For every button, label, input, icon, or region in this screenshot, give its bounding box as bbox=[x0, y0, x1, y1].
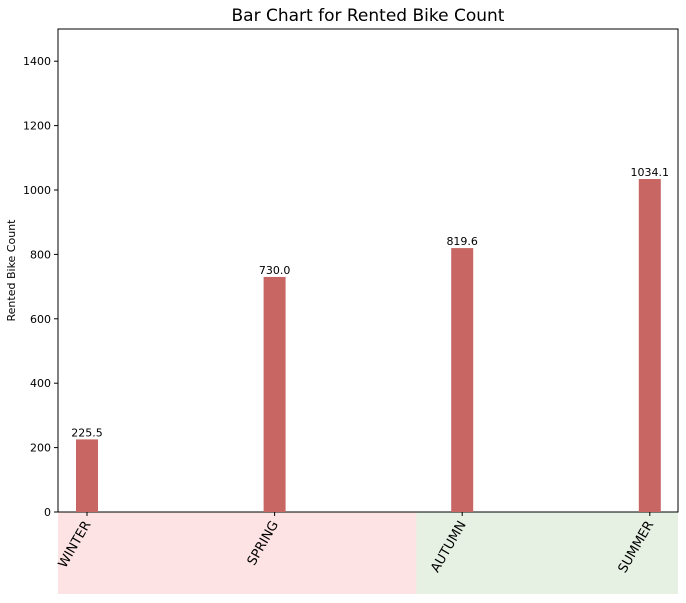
bar-summer bbox=[638, 179, 661, 512]
bar-value-label: 1034.1 bbox=[631, 166, 670, 179]
y-axis-label: Rented Bike Count bbox=[5, 219, 18, 322]
y-tick-label: 1000 bbox=[23, 184, 51, 197]
background-band-1 bbox=[58, 512, 417, 594]
bar-value-label: 730.0 bbox=[259, 264, 291, 277]
background-band-2 bbox=[416, 512, 678, 594]
bar-autumn bbox=[451, 248, 474, 512]
plot-area bbox=[57, 28, 679, 513]
y-tick-label: 600 bbox=[30, 313, 51, 326]
bar-labels: 225.5 730.0 819.6 1034.1 bbox=[71, 166, 669, 439]
chart-title: Bar Chart for Rented Bike Count bbox=[232, 6, 505, 26]
y-axis: 0 200 400 600 800 1000 1200 1400 bbox=[23, 55, 58, 519]
bar-value-label: 819.6 bbox=[446, 235, 478, 248]
y-tick-label: 200 bbox=[30, 442, 51, 455]
bar-spring bbox=[263, 276, 286, 512]
y-tick-label: 400 bbox=[30, 377, 51, 390]
background-bands bbox=[58, 512, 678, 594]
y-tick-label: 1400 bbox=[23, 55, 51, 68]
bar-value-label: 225.5 bbox=[71, 426, 103, 439]
y-tick-label: 0 bbox=[44, 506, 51, 519]
bars bbox=[76, 179, 661, 512]
y-tick-label: 1200 bbox=[23, 120, 51, 133]
bar-winter bbox=[76, 439, 98, 512]
y-tick-label: 800 bbox=[30, 248, 51, 261]
